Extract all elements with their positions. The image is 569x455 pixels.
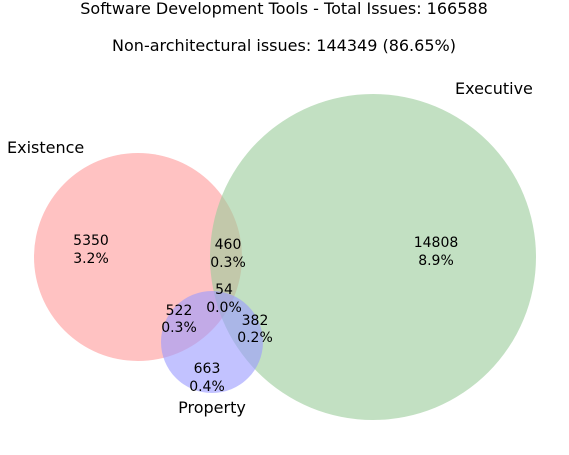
region-percent-existence: 3.2% xyxy=(73,251,109,267)
venn-circles xyxy=(34,94,536,420)
region-percent-executive-property: 0.2% xyxy=(237,330,273,346)
chart-subtitle: Non-architectural issues: 144349 (86.65%… xyxy=(112,36,456,55)
region-count-existence-executive: 460 xyxy=(215,237,242,253)
set-label-executive: Executive xyxy=(455,79,533,98)
region-count-existence: 5350 xyxy=(73,233,109,249)
set-label-existence: Existence xyxy=(7,138,84,157)
region-percent-existence-property: 0.3% xyxy=(161,320,197,336)
region-percent-property: 0.4% xyxy=(189,379,225,395)
set-circle-executive xyxy=(210,94,536,420)
region-count-executive: 14808 xyxy=(414,235,459,251)
set-label-property: Property xyxy=(178,398,246,417)
region-count-existence-property: 522 xyxy=(166,303,193,319)
region-percent-all-three: 0.0% xyxy=(206,300,242,316)
region-percent-existence-executive: 0.3% xyxy=(210,255,246,271)
region-count-property: 663 xyxy=(194,361,221,377)
region-count-all-three: 54 xyxy=(215,282,233,298)
region-percent-executive: 8.9% xyxy=(418,253,454,269)
chart-title: Software Development Tools - Total Issue… xyxy=(80,0,488,18)
region-count-executive-property: 382 xyxy=(242,313,269,329)
